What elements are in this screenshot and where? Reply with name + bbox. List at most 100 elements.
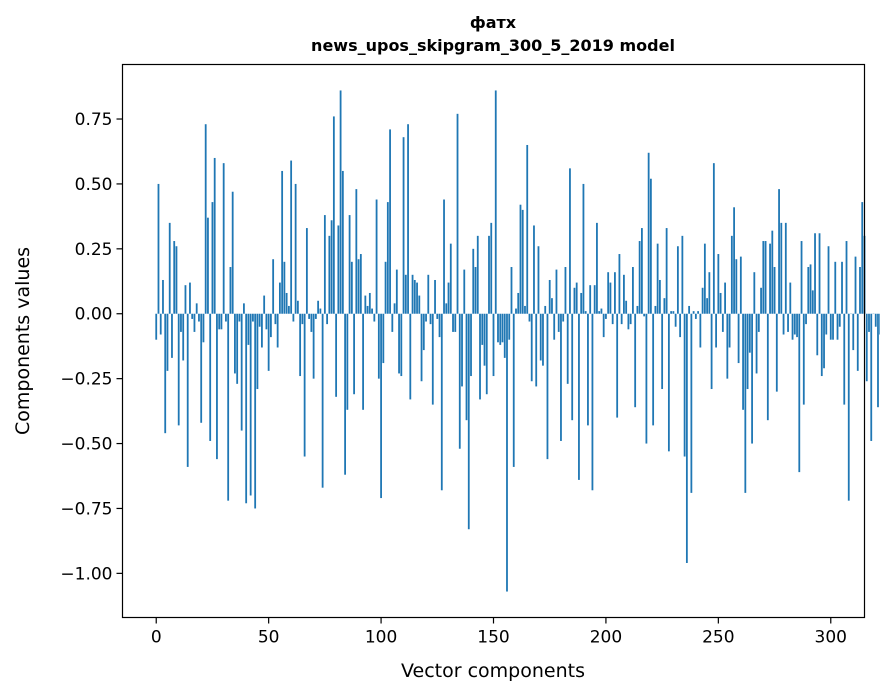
bar xyxy=(591,313,594,491)
bar xyxy=(162,279,164,314)
bar xyxy=(580,292,583,314)
bar xyxy=(198,313,200,322)
bar xyxy=(807,267,810,314)
bar xyxy=(746,313,749,390)
bar xyxy=(191,313,194,319)
bar xyxy=(503,313,506,358)
bar xyxy=(296,300,299,314)
bar xyxy=(261,313,263,348)
bar xyxy=(481,313,484,345)
bar xyxy=(661,313,664,390)
bar xyxy=(708,272,711,314)
bar xyxy=(739,256,742,314)
bar xyxy=(566,313,569,384)
bar xyxy=(706,298,709,314)
bar xyxy=(202,313,205,343)
bar xyxy=(544,305,547,314)
x-tick-label: 250 xyxy=(702,628,734,648)
bar xyxy=(171,313,173,358)
bar xyxy=(200,313,203,423)
bar xyxy=(647,152,650,314)
bar xyxy=(166,313,169,371)
bar xyxy=(627,313,630,330)
bar xyxy=(865,313,868,382)
bar xyxy=(641,228,643,314)
bar xyxy=(724,282,726,314)
bar xyxy=(658,279,661,314)
bar xyxy=(429,313,432,325)
bar xyxy=(474,267,477,314)
bar xyxy=(528,313,531,322)
bar xyxy=(364,295,367,314)
bar xyxy=(530,313,533,382)
bar xyxy=(332,116,335,314)
bar xyxy=(818,233,821,314)
bar xyxy=(366,305,369,314)
bar xyxy=(652,313,655,426)
bar xyxy=(398,313,400,374)
bar xyxy=(434,279,436,314)
bar xyxy=(681,235,684,314)
bar xyxy=(553,313,556,340)
bar xyxy=(847,313,850,501)
bar xyxy=(278,282,281,314)
bar xyxy=(769,243,771,314)
bar xyxy=(193,313,196,332)
bar xyxy=(472,248,475,314)
bar xyxy=(600,308,603,314)
bar xyxy=(593,285,596,314)
bar xyxy=(587,313,589,426)
chart-title: фатх xyxy=(470,13,517,32)
bar xyxy=(413,279,416,314)
bar xyxy=(638,241,641,314)
bar xyxy=(874,313,877,327)
bar xyxy=(229,267,232,314)
bar xyxy=(231,191,234,314)
y-tick-label: −1.00 xyxy=(60,564,112,584)
bar xyxy=(751,313,753,444)
bar xyxy=(636,305,639,314)
bar xyxy=(618,254,621,314)
bar xyxy=(377,313,380,379)
bar xyxy=(402,137,405,314)
y-tick-label: 0.25 xyxy=(75,240,113,260)
bar xyxy=(492,313,495,377)
bar xyxy=(841,261,843,314)
bar xyxy=(562,313,565,322)
chart-subtitle: news_upos_skipgram_300_5_2019 model xyxy=(311,36,675,55)
bar xyxy=(216,313,218,460)
bar xyxy=(809,264,812,314)
bar xyxy=(389,129,391,314)
y-tick-label: 0.00 xyxy=(75,305,113,325)
bar xyxy=(679,313,682,338)
bar xyxy=(560,313,562,441)
bar xyxy=(789,282,792,314)
bar xyxy=(519,204,522,314)
bar xyxy=(452,313,454,332)
bar xyxy=(488,235,490,314)
bar xyxy=(670,311,673,314)
bar xyxy=(243,303,245,314)
bar xyxy=(314,313,317,319)
bar xyxy=(258,313,261,327)
bar xyxy=(546,313,549,460)
x-tick-label: 0 xyxy=(151,628,162,648)
bar xyxy=(535,313,538,387)
bar xyxy=(645,313,648,444)
bar xyxy=(384,261,387,314)
bar xyxy=(254,313,257,509)
bar xyxy=(341,170,344,314)
bar xyxy=(526,144,529,314)
bar xyxy=(571,313,574,421)
bar xyxy=(859,267,861,314)
bar xyxy=(787,313,789,332)
bar xyxy=(213,157,216,314)
bar xyxy=(721,313,724,332)
bar xyxy=(409,313,412,400)
bar xyxy=(656,243,659,314)
bar xyxy=(395,269,398,314)
bar xyxy=(771,230,774,314)
bar xyxy=(362,313,364,410)
bar xyxy=(690,313,693,493)
